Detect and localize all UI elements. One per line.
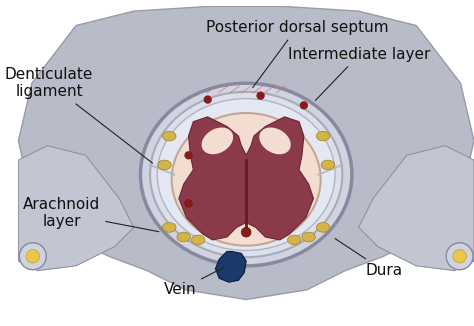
Ellipse shape: [177, 232, 191, 242]
Circle shape: [26, 249, 39, 263]
Circle shape: [241, 228, 251, 237]
Ellipse shape: [140, 83, 352, 266]
Ellipse shape: [150, 92, 342, 257]
Circle shape: [185, 200, 192, 207]
Circle shape: [446, 243, 473, 270]
Circle shape: [453, 249, 466, 263]
Ellipse shape: [316, 131, 330, 141]
Text: Vein: Vein: [164, 267, 225, 297]
Polygon shape: [359, 146, 474, 271]
Polygon shape: [18, 146, 134, 271]
Text: Denticulate
ligament: Denticulate ligament: [5, 67, 153, 163]
Polygon shape: [18, 6, 474, 300]
Ellipse shape: [163, 223, 176, 232]
Circle shape: [204, 96, 211, 103]
Text: Arachnoid
layer: Arachnoid layer: [23, 197, 159, 232]
Polygon shape: [215, 251, 246, 282]
Ellipse shape: [191, 235, 205, 245]
Text: Posterior dorsal septum: Posterior dorsal septum: [206, 20, 388, 88]
Ellipse shape: [157, 98, 335, 250]
Ellipse shape: [172, 113, 321, 246]
Ellipse shape: [288, 235, 301, 245]
Circle shape: [257, 92, 264, 99]
Polygon shape: [179, 117, 313, 240]
Circle shape: [19, 243, 46, 270]
Ellipse shape: [316, 223, 330, 232]
Ellipse shape: [163, 131, 176, 141]
Circle shape: [185, 152, 192, 159]
Ellipse shape: [259, 127, 291, 154]
Ellipse shape: [201, 127, 233, 154]
Text: Dura: Dura: [335, 239, 402, 278]
Text: Intermediate layer: Intermediate layer: [288, 47, 431, 100]
Ellipse shape: [321, 160, 335, 170]
Ellipse shape: [302, 232, 315, 242]
Circle shape: [300, 101, 308, 109]
Ellipse shape: [158, 160, 171, 170]
